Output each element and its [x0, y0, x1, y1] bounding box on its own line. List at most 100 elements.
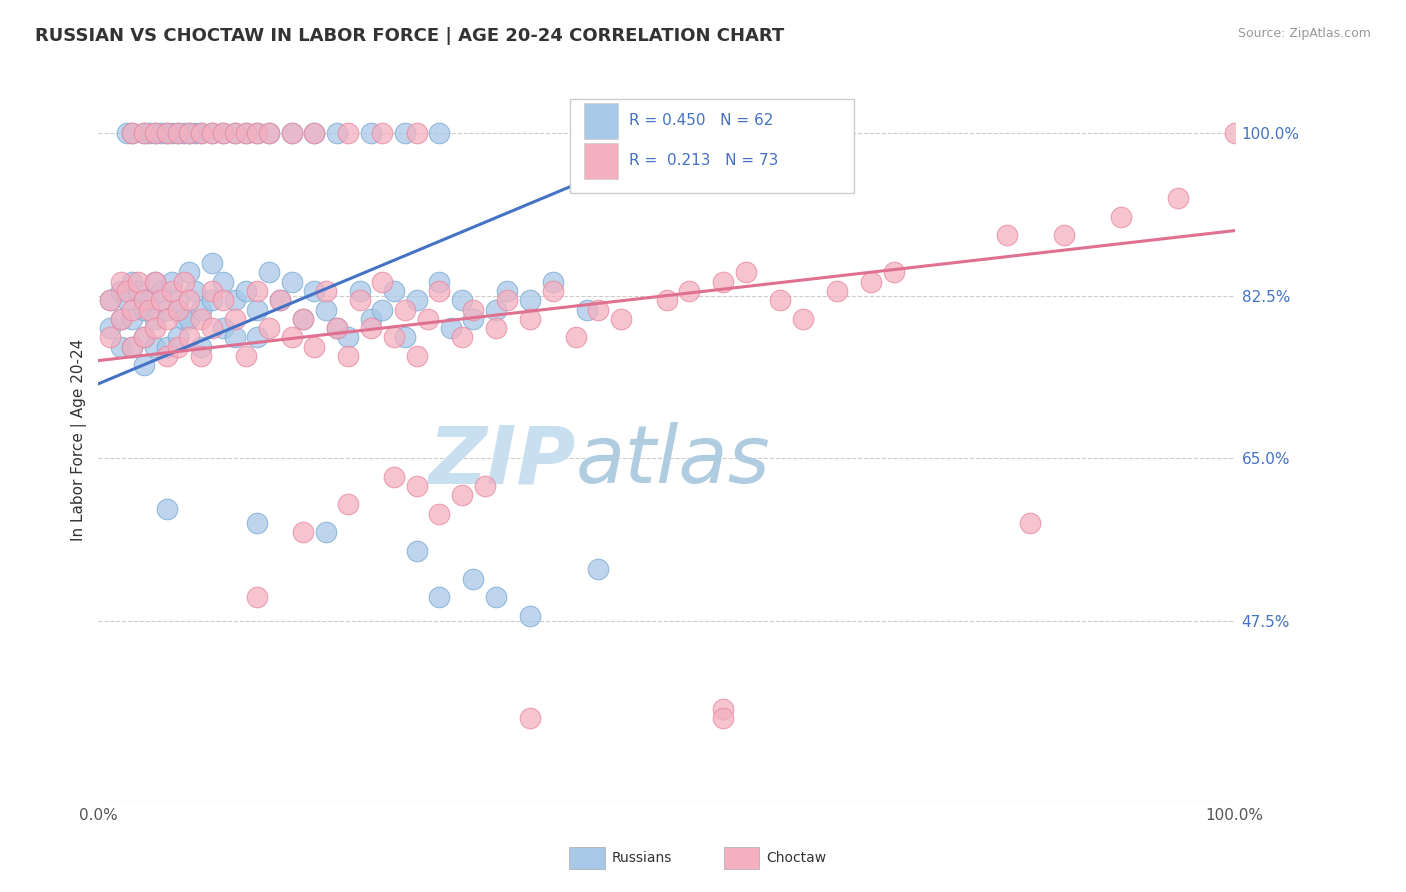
Point	[110, 311, 132, 326]
Point	[155, 502, 177, 516]
Point	[463, 572, 485, 586]
Point	[115, 284, 138, 298]
Point	[291, 311, 314, 326]
Point	[246, 516, 269, 530]
Point	[121, 126, 143, 140]
Point	[304, 284, 326, 298]
Point	[655, 293, 678, 308]
Y-axis label: In Labor Force | Age 20-24: In Labor Force | Age 20-24	[72, 338, 87, 541]
Point	[224, 293, 246, 308]
Text: ZIP: ZIP	[429, 422, 575, 500]
Point	[132, 126, 155, 140]
Point	[138, 126, 160, 140]
Point	[337, 126, 360, 140]
Point	[246, 591, 269, 605]
Point	[371, 275, 394, 289]
Point	[132, 358, 155, 372]
Point	[337, 349, 360, 363]
Point	[143, 275, 166, 289]
Point	[280, 275, 302, 289]
Point	[173, 126, 195, 140]
Point	[269, 293, 291, 308]
Point	[224, 330, 246, 344]
Point	[201, 284, 224, 298]
Point	[246, 284, 269, 298]
Point	[427, 275, 450, 289]
Point	[98, 330, 121, 344]
Point	[371, 302, 394, 317]
Point	[143, 311, 166, 326]
Point	[155, 302, 177, 317]
Point	[149, 284, 172, 298]
Point	[541, 284, 564, 298]
Point	[371, 126, 394, 140]
Point	[179, 293, 201, 308]
Point	[519, 711, 541, 725]
Point	[575, 302, 598, 317]
Point	[121, 302, 143, 317]
Point	[711, 702, 734, 716]
Point	[360, 126, 382, 140]
Point	[179, 311, 201, 326]
Point	[860, 275, 883, 289]
Point	[110, 311, 132, 326]
Point	[201, 126, 224, 140]
Point	[485, 321, 508, 335]
Point	[711, 275, 734, 289]
Point	[121, 126, 143, 140]
Point	[98, 293, 121, 308]
Point	[439, 321, 461, 335]
Point	[427, 284, 450, 298]
Point	[610, 311, 633, 326]
Point	[121, 340, 143, 354]
Point	[212, 321, 235, 335]
Text: Source: ZipAtlas.com: Source: ZipAtlas.com	[1237, 27, 1371, 40]
Point	[382, 469, 405, 483]
Point	[337, 330, 360, 344]
Point	[1109, 210, 1132, 224]
Point	[349, 284, 371, 298]
Point	[792, 311, 814, 326]
Point	[1053, 228, 1076, 243]
Point	[143, 340, 166, 354]
Point	[110, 284, 132, 298]
Point	[326, 126, 349, 140]
Point	[184, 126, 207, 140]
Point	[485, 302, 508, 317]
Point	[382, 330, 405, 344]
Point	[184, 284, 207, 298]
Point	[337, 498, 360, 512]
Point	[246, 126, 269, 140]
Point	[405, 126, 427, 140]
Point	[394, 302, 416, 317]
Point	[149, 126, 172, 140]
Point	[132, 330, 155, 344]
Point	[769, 293, 792, 308]
Point	[160, 275, 183, 289]
Point	[541, 275, 564, 289]
Point	[167, 302, 190, 317]
Point	[678, 284, 700, 298]
Bar	[583, 143, 617, 178]
Point	[121, 340, 143, 354]
Point	[1167, 191, 1189, 205]
Point	[138, 293, 160, 308]
Point	[132, 330, 155, 344]
Point	[735, 265, 758, 279]
Text: atlas: atlas	[575, 422, 770, 500]
Point	[149, 293, 172, 308]
Point	[485, 591, 508, 605]
Bar	[583, 103, 617, 139]
Point	[143, 126, 166, 140]
Point	[405, 479, 427, 493]
Point	[405, 349, 427, 363]
Point	[326, 321, 349, 335]
Point	[427, 507, 450, 521]
Text: R = 0.450   N = 62: R = 0.450 N = 62	[628, 113, 773, 128]
Point	[280, 126, 302, 140]
Point	[179, 126, 201, 140]
Point	[179, 126, 201, 140]
Point	[427, 591, 450, 605]
Point	[269, 293, 291, 308]
Point	[143, 321, 166, 335]
